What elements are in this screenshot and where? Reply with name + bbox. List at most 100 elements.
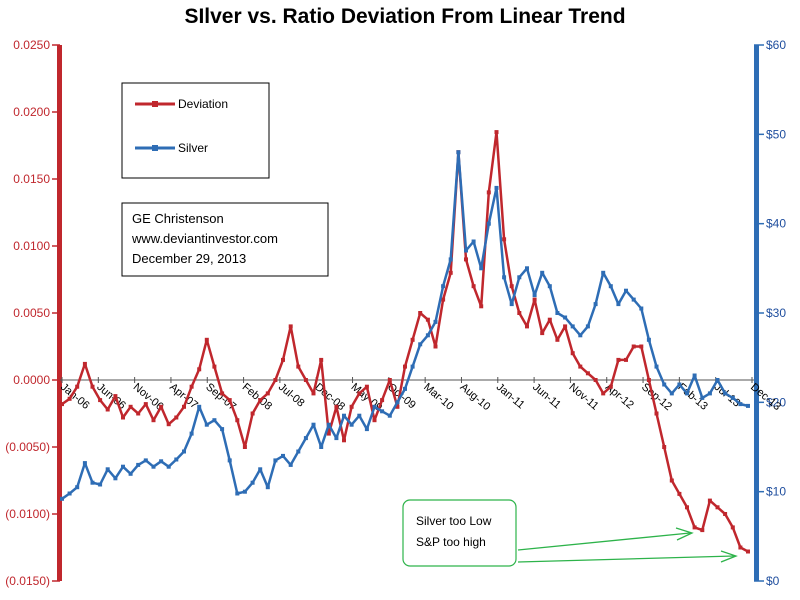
right-tick-label: $20: [766, 395, 786, 409]
data-point-silver: [624, 288, 628, 293]
data-point-silver: [433, 319, 438, 324]
data-point-silver: [182, 449, 186, 454]
data-point-deviation: [601, 391, 606, 396]
data-point-deviation: [654, 411, 659, 416]
chart-title: SIlver vs. Ratio Deviation From Linear T…: [184, 5, 625, 28]
data-point-silver: [189, 431, 194, 436]
left-tick-label: (0.0150): [5, 574, 50, 588]
data-point-deviation: [403, 364, 407, 369]
data-point-deviation: [166, 422, 171, 427]
data-point-silver: [540, 270, 545, 275]
data-point-deviation: [258, 398, 263, 403]
data-point-deviation: [395, 404, 400, 409]
callout-arrow-silver-head: [675, 527, 694, 541]
data-point-deviation: [159, 404, 164, 409]
data-point-silver: [235, 491, 240, 496]
data-point-silver: [326, 422, 331, 427]
data-point-deviation: [60, 402, 64, 407]
data-point-silver: [342, 413, 346, 418]
data-point-deviation: [418, 311, 423, 315]
data-point-deviation: [113, 394, 118, 399]
legend-deviation-label: Deviation: [178, 97, 228, 111]
data-point-deviation: [204, 337, 209, 342]
data-point-silver: [486, 221, 491, 226]
data-point-silver: [631, 297, 636, 302]
data-point-silver: [654, 364, 659, 369]
data-point-deviation: [608, 384, 613, 389]
data-point-silver: [425, 333, 430, 338]
data-point-deviation: [570, 351, 575, 356]
data-point-silver: [639, 306, 644, 311]
data-point-silver: [128, 471, 133, 476]
x-tick-label: Jan-06: [58, 381, 91, 412]
data-point-silver: [60, 496, 64, 501]
data-point-silver: [143, 458, 148, 463]
data-point-deviation: [319, 357, 324, 362]
data-point-deviation: [128, 404, 133, 409]
data-point-deviation: [555, 337, 560, 342]
data-point-silver: [403, 386, 407, 391]
callout-line-1: Silver too Low: [416, 514, 492, 528]
data-point-silver: [242, 489, 247, 494]
data-point-deviation: [525, 324, 529, 329]
x-tick-label: Jun-11: [530, 381, 563, 411]
data-point-silver: [738, 402, 743, 407]
data-point-deviation: [746, 549, 750, 554]
data-point-silver: [608, 284, 613, 289]
data-point-silver: [121, 464, 125, 469]
data-point-deviation: [288, 324, 293, 329]
data-point-silver: [105, 467, 110, 472]
data-point-silver: [197, 404, 202, 409]
x-axis-ticks: Jan-06 Jun-06 Nov-06 Apr-07 Sep-07 Feb-08 Jul-…: [58, 377, 783, 414]
data-point-deviation: [296, 364, 301, 369]
series-line-deviation: [61, 130, 749, 553]
left-tick-label: 0.0100: [13, 239, 50, 253]
callout-box: [402, 499, 517, 567]
data-point-deviation: [143, 402, 148, 407]
data-point-silver: [204, 422, 209, 427]
data-point-deviation: [448, 270, 453, 275]
data-point-deviation: [723, 512, 728, 516]
data-point-silver: [265, 485, 270, 490]
data-point-deviation: [387, 378, 392, 382]
author-date: December 29, 2013: [132, 251, 246, 266]
data-point-silver: [746, 403, 750, 408]
left-tick-label: 0.0000: [13, 373, 50, 387]
data-point-silver: [525, 266, 529, 271]
data-point-deviation: [578, 364, 583, 369]
x-tick-label: Dec-08: [312, 381, 347, 413]
data-point-deviation: [669, 478, 674, 483]
data-point-silver: [730, 395, 735, 400]
data-point-deviation: [730, 525, 735, 530]
data-point-silver: [464, 248, 468, 253]
right-tick-label: $0: [766, 574, 780, 588]
data-point-deviation: [715, 505, 720, 510]
data-point-silver: [250, 480, 255, 485]
data-point-deviation: [502, 237, 507, 242]
data-point-silver: [311, 422, 316, 427]
author-note-box: [121, 202, 329, 277]
data-point-deviation: [82, 361, 87, 366]
author-name: GE Christenson: [132, 211, 224, 226]
data-point-silver: [303, 436, 308, 441]
callout-arrow-silver: [517, 532, 691, 551]
data-point-deviation: [349, 404, 354, 409]
data-point-deviation: [75, 384, 80, 389]
data-point-deviation: [357, 391, 362, 396]
data-point-silver: [715, 378, 720, 382]
data-point-deviation: [151, 418, 156, 423]
data-point-silver: [364, 427, 369, 432]
data-point-deviation: [281, 357, 285, 362]
data-point-silver: [67, 491, 72, 496]
data-point-silver: [166, 464, 171, 469]
data-point-deviation: [662, 445, 667, 449]
data-point-deviation: [471, 284, 476, 289]
data-point-deviation: [311, 391, 316, 396]
data-point-deviation: [624, 357, 628, 362]
left-tick-label: 0.0250: [13, 38, 50, 52]
data-point-deviation: [677, 491, 682, 496]
data-point-silver: [258, 467, 263, 472]
data-point-silver: [669, 391, 674, 396]
data-point-silver: [547, 284, 552, 289]
